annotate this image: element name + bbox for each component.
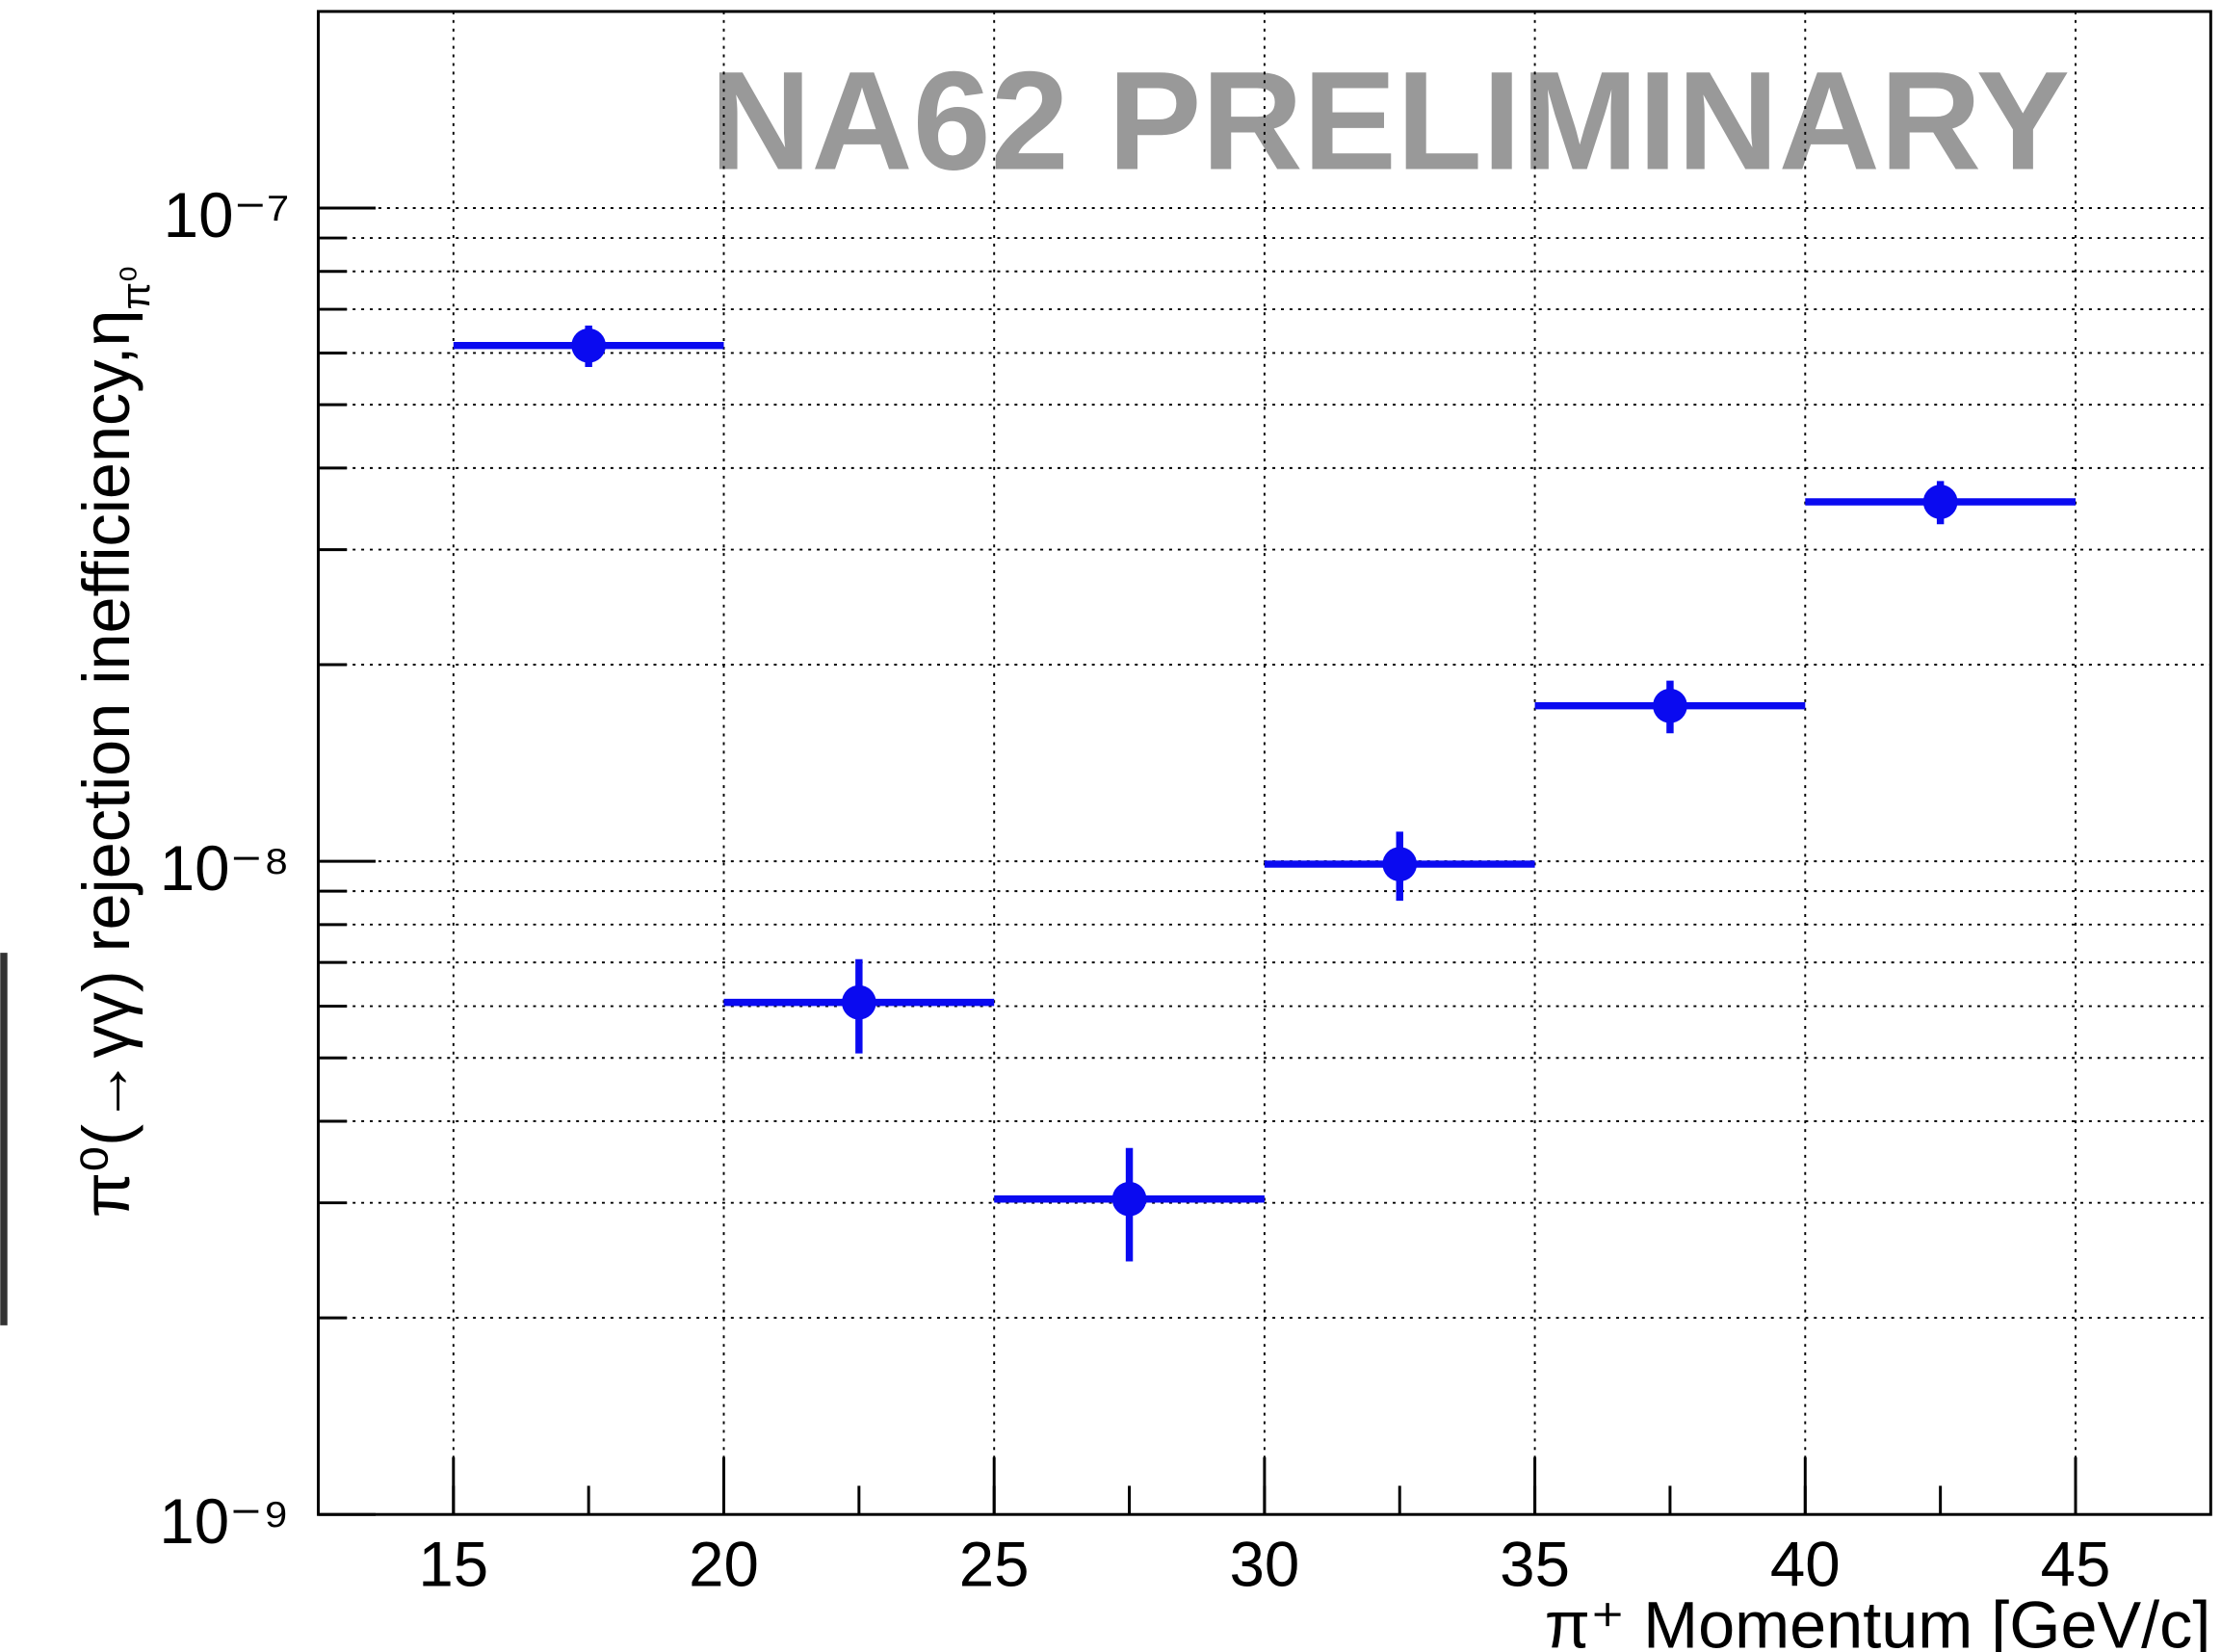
point xyxy=(1382,847,1418,881)
point xyxy=(1922,485,1958,519)
point xyxy=(571,328,607,363)
y-tick-label: 10⁻⁷ xyxy=(164,180,290,250)
x-axis-label: π⁺ Momentum [GeV/c] xyxy=(1545,1589,2211,1652)
x-tick-label: 15 xyxy=(418,1530,488,1600)
x-tick-label: 20 xyxy=(689,1530,759,1600)
y-axis-label-sub: π⁰ xyxy=(113,266,158,309)
plot-frame xyxy=(316,10,2212,1516)
point xyxy=(842,984,876,1020)
x-tick-label: 30 xyxy=(1229,1530,1299,1600)
y-tick-label: 10⁻⁹ xyxy=(159,1486,289,1557)
y-tick-label: 10⁻⁸ xyxy=(160,833,290,904)
y-axis-label-group: π⁰(→γγ) rejection inefficiency,ηπ⁰ xyxy=(70,266,158,1218)
x-tick-label: 40 xyxy=(1770,1530,1841,1600)
x-tick-label: 25 xyxy=(959,1530,1030,1600)
x-tick-label: 45 xyxy=(2041,1530,2111,1600)
edge-strip xyxy=(0,953,8,1325)
annotation: NA62 PRELIMINARY xyxy=(710,42,2070,199)
y-axis-label: π⁰(→γγ) rejection inefficiency,ηπ⁰ xyxy=(70,266,158,1218)
point xyxy=(1653,688,1687,723)
x-tick-label: 35 xyxy=(1500,1530,1570,1600)
y-axis-label-main: π⁰(→γγ) rejection inefficiency,η xyxy=(70,310,144,1219)
point xyxy=(1111,1181,1147,1217)
